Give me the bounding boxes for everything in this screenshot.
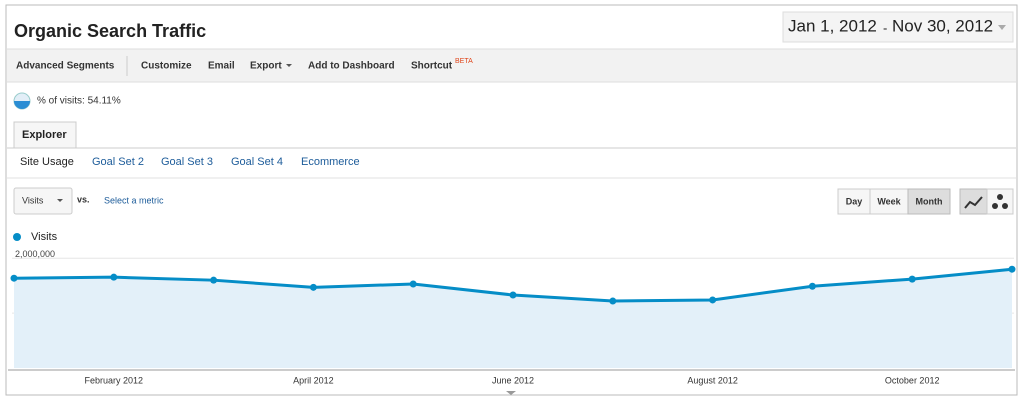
period-button-active[interactable] [907, 188, 951, 215]
point [709, 296, 717, 304]
tab[interactable] [13, 121, 77, 149]
tab-label: Explorer [22, 129, 67, 141]
date-separator: - [883, 20, 887, 35]
select-metric[interactable]: Select a metric [104, 195, 164, 205]
point [210, 276, 218, 284]
legend-label: Visits [31, 231, 58, 243]
toolbar-item[interactable]: Customize [141, 61, 192, 72]
date-end: Nov 30, 2012 [892, 16, 993, 35]
dropdown-arrow [286, 64, 292, 67]
period-label: Day [846, 196, 863, 206]
segment-icon-fill [14, 101, 30, 109]
segment-label: % of visits: 54.11% [37, 96, 121, 107]
motion-icon [1002, 203, 1008, 209]
period-label: Week [877, 196, 901, 206]
subtab[interactable]: Site Usage [20, 156, 74, 168]
x-tick-label: February 2012 [85, 375, 144, 385]
point [409, 280, 417, 288]
point [309, 283, 317, 291]
point [110, 273, 118, 281]
point [609, 297, 617, 305]
toolbar-item[interactable]: Export [250, 61, 282, 72]
motion-chart-button[interactable] [986, 188, 1014, 215]
point [509, 291, 517, 299]
toolbar [7, 49, 1016, 82]
toolbar-item[interactable]: Email [208, 61, 235, 72]
metric-dropdown[interactable] [13, 187, 73, 215]
scroll-arrow [506, 391, 516, 395]
toolbar-item[interactable]: Advanced Segments [16, 61, 115, 72]
point [10, 274, 18, 282]
motion-icon [992, 203, 998, 209]
subtab[interactable]: Ecommerce [301, 156, 360, 168]
line-icon [964, 196, 983, 209]
subtab[interactable]: Goal Set 3 [161, 156, 213, 168]
metric-label: Visits [22, 195, 44, 205]
line-chart-button[interactable] [959, 188, 988, 215]
x-tick-label: October 2012 [885, 375, 940, 385]
date-arrow [998, 25, 1006, 30]
page-title: Organic Search Traffic [14, 21, 206, 41]
date-picker[interactable] [782, 11, 1014, 43]
subtab[interactable]: Goal Set 2 [92, 156, 144, 168]
vs-label: vs. [77, 194, 90, 204]
x-tick-label: June 2012 [492, 375, 534, 385]
x-tick-label: April 2012 [293, 375, 334, 385]
x-tick-label: August 2012 [687, 375, 738, 385]
y-tick-label: 2,000,000 [15, 249, 55, 259]
point [908, 275, 916, 283]
toolbar-item[interactable]: Add to Dashboard [308, 61, 395, 72]
dropdown-arrow [57, 199, 63, 202]
period-button[interactable] [837, 188, 871, 215]
legend-dot [13, 233, 21, 241]
beta-badge: BETA [455, 58, 473, 65]
date-start: Jan 1, 2012 [788, 16, 877, 35]
point [1008, 265, 1016, 273]
period-label: Month [916, 196, 943, 206]
motion-icon [997, 194, 1003, 200]
point [808, 282, 816, 290]
subtab[interactable]: Goal Set 4 [231, 156, 283, 168]
toolbar-item[interactable]: Shortcut [411, 61, 453, 72]
period-button[interactable] [869, 188, 909, 215]
